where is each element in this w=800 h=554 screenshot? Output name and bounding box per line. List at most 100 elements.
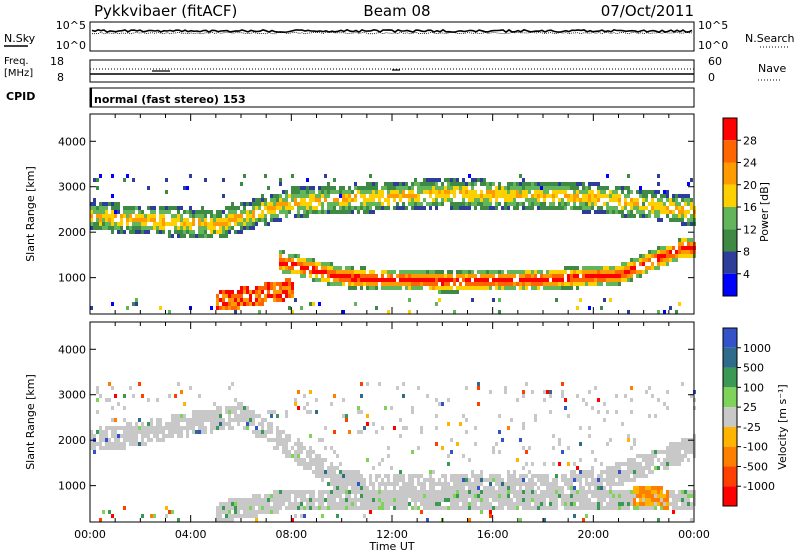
heatmap-cell bbox=[378, 506, 381, 510]
heatmap-cell bbox=[96, 222, 99, 226]
heatmap-cell bbox=[498, 278, 501, 282]
heatmap-cell bbox=[561, 494, 564, 498]
heatmap-cell bbox=[615, 502, 618, 506]
heatmap-cell bbox=[624, 186, 627, 190]
heatmap-cell bbox=[198, 430, 201, 434]
heatmap-cell bbox=[609, 502, 612, 506]
heatmap-cell bbox=[204, 234, 207, 238]
heatmap-cell bbox=[639, 462, 642, 466]
heatmap-cell bbox=[663, 402, 666, 406]
heatmap-cell bbox=[675, 206, 678, 210]
heatmap-cell bbox=[381, 194, 384, 198]
heatmap-cell bbox=[603, 190, 606, 194]
heatmap-cell bbox=[639, 474, 642, 478]
heatmap-cell bbox=[381, 286, 384, 290]
heatmap-cell bbox=[342, 498, 345, 502]
heatmap-cell bbox=[267, 498, 270, 502]
heatmap-cell bbox=[306, 206, 309, 210]
heatmap-cell bbox=[99, 430, 102, 434]
heatmap-cell bbox=[627, 490, 630, 494]
heatmap-cell bbox=[456, 178, 459, 182]
heatmap-cell bbox=[480, 274, 483, 278]
heatmap-cell bbox=[372, 186, 375, 190]
heatmap-cell bbox=[474, 206, 477, 210]
heatmap-cell bbox=[285, 454, 288, 458]
heatmap-cell bbox=[219, 410, 222, 414]
heatmap-cell bbox=[687, 498, 690, 502]
heatmap-cell bbox=[507, 482, 510, 486]
heatmap-cell bbox=[495, 270, 498, 274]
heatmap-cell bbox=[567, 502, 570, 506]
heatmap-cell bbox=[273, 438, 276, 442]
heatmap-cell bbox=[102, 434, 105, 438]
heatmap-cell bbox=[360, 278, 363, 282]
heatmap-cell bbox=[306, 462, 309, 466]
heatmap-cell bbox=[162, 434, 165, 438]
heatmap-cell bbox=[564, 194, 567, 198]
heatmap-cell bbox=[429, 182, 432, 186]
heatmap-cell bbox=[153, 514, 156, 518]
heatmap-cell bbox=[198, 418, 201, 422]
heatmap-cell bbox=[672, 450, 675, 454]
heatmap-cell bbox=[462, 270, 465, 274]
heatmap-cell bbox=[171, 430, 174, 434]
heatmap-cell bbox=[231, 410, 234, 414]
heatmap-cell bbox=[393, 270, 396, 274]
heatmap-cell bbox=[243, 426, 246, 430]
heatmap-cell bbox=[600, 470, 603, 474]
heatmap-cell bbox=[552, 274, 555, 278]
power-colorbar-label: Power [dB] bbox=[758, 182, 771, 242]
heatmap-cell bbox=[471, 198, 474, 202]
heatmap-cell bbox=[618, 466, 621, 470]
heatmap-cell bbox=[552, 202, 555, 206]
heatmap-cell bbox=[312, 194, 315, 198]
heatmap-cell bbox=[141, 214, 144, 218]
heatmap-cell bbox=[423, 206, 426, 210]
heatmap-cell bbox=[225, 294, 228, 298]
heatmap-cell bbox=[654, 414, 657, 418]
heatmap-cell bbox=[354, 302, 357, 306]
heatmap-cell bbox=[147, 218, 150, 222]
heatmap-cell bbox=[501, 282, 504, 286]
heatmap-cell bbox=[243, 286, 246, 290]
heatmap-cell bbox=[372, 282, 375, 286]
heatmap-cell bbox=[633, 494, 636, 498]
heatmap-cell bbox=[228, 414, 231, 418]
heatmap-cell bbox=[351, 506, 354, 510]
heatmap-cell bbox=[639, 210, 642, 214]
heatmap-cell bbox=[201, 206, 204, 210]
heatmap-cell bbox=[327, 502, 330, 506]
heatmap-cell bbox=[621, 278, 624, 282]
heatmap-cell bbox=[387, 446, 390, 450]
heatmap-cell bbox=[573, 266, 576, 270]
heatmap-cell bbox=[351, 482, 354, 486]
heatmap-cell bbox=[114, 226, 117, 230]
heatmap-cell bbox=[459, 486, 462, 490]
heatmap-cell bbox=[558, 182, 561, 186]
heatmap-cell bbox=[621, 498, 624, 502]
heatmap-cell bbox=[690, 506, 693, 510]
heatmap-cell bbox=[513, 506, 516, 510]
heatmap-cell bbox=[504, 198, 507, 202]
heatmap-cell bbox=[465, 494, 468, 498]
heatmap-cell bbox=[675, 202, 678, 206]
heatmap-cell bbox=[363, 194, 366, 198]
heatmap-cell bbox=[648, 462, 651, 466]
heatmap-cell bbox=[687, 450, 690, 454]
heatmap-cell bbox=[342, 198, 345, 202]
heatmap-cell bbox=[639, 258, 642, 262]
heatmap-cell bbox=[549, 282, 552, 286]
heatmap-cell bbox=[588, 306, 591, 310]
heatmap-cell bbox=[177, 430, 180, 434]
heatmap-cell bbox=[423, 198, 426, 202]
heatmap-cell bbox=[297, 202, 300, 206]
heatmap-cell bbox=[426, 506, 429, 510]
heatmap-cell bbox=[627, 210, 630, 214]
colorbar-tick-label: -25 bbox=[743, 421, 761, 434]
heatmap-cell bbox=[414, 202, 417, 206]
heatmap-cell bbox=[690, 238, 693, 242]
heatmap-cell bbox=[630, 498, 633, 502]
y-tick-label: 3000 bbox=[58, 389, 86, 402]
heatmap-cell bbox=[534, 490, 537, 494]
heatmap-cell bbox=[321, 274, 324, 278]
